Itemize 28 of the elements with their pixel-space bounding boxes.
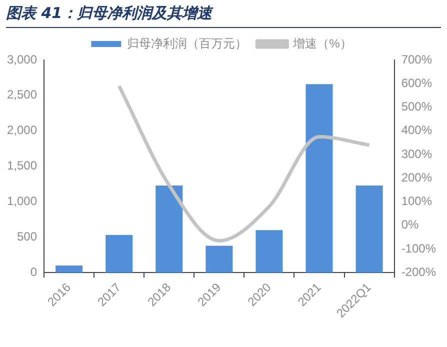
bar xyxy=(356,185,383,273)
y-tick-label: 2,000 xyxy=(7,123,38,138)
y2-tick-label: 100% xyxy=(401,194,432,208)
y2-tick-label: 500% xyxy=(401,100,432,114)
bar xyxy=(206,246,233,273)
y2-tick-label: 400% xyxy=(401,123,432,138)
bar xyxy=(256,230,283,273)
legend-label: 归母净利润（百万元） xyxy=(127,36,248,50)
bar xyxy=(56,266,83,273)
legend-label: 增速（%） xyxy=(292,36,352,50)
y-tick-label: 1,000 xyxy=(7,194,38,208)
y2-tick-label: 0% xyxy=(401,218,419,232)
y-tick-label: 500 xyxy=(17,229,38,244)
y-tick-label: 1,500 xyxy=(7,158,38,173)
chart-title: 图表 41：归母净利润及其增速 xyxy=(6,4,441,28)
y2-tick-label: 200% xyxy=(401,170,432,184)
y-tick-label: 3,000 xyxy=(7,52,38,66)
y2-tick-label: -100% xyxy=(401,241,436,256)
bar xyxy=(306,84,333,273)
bar xyxy=(156,185,183,273)
y-tick-label: 0 xyxy=(30,264,38,279)
y-tick-label: 2,500 xyxy=(7,88,38,102)
y2-tick-label: 700% xyxy=(401,52,432,66)
y2-tick-label: 600% xyxy=(401,76,432,90)
line-series xyxy=(117,84,372,242)
bar xyxy=(106,235,133,273)
y2-tick-label: 300% xyxy=(401,146,432,161)
y2-tick-label: -200% xyxy=(401,264,436,279)
